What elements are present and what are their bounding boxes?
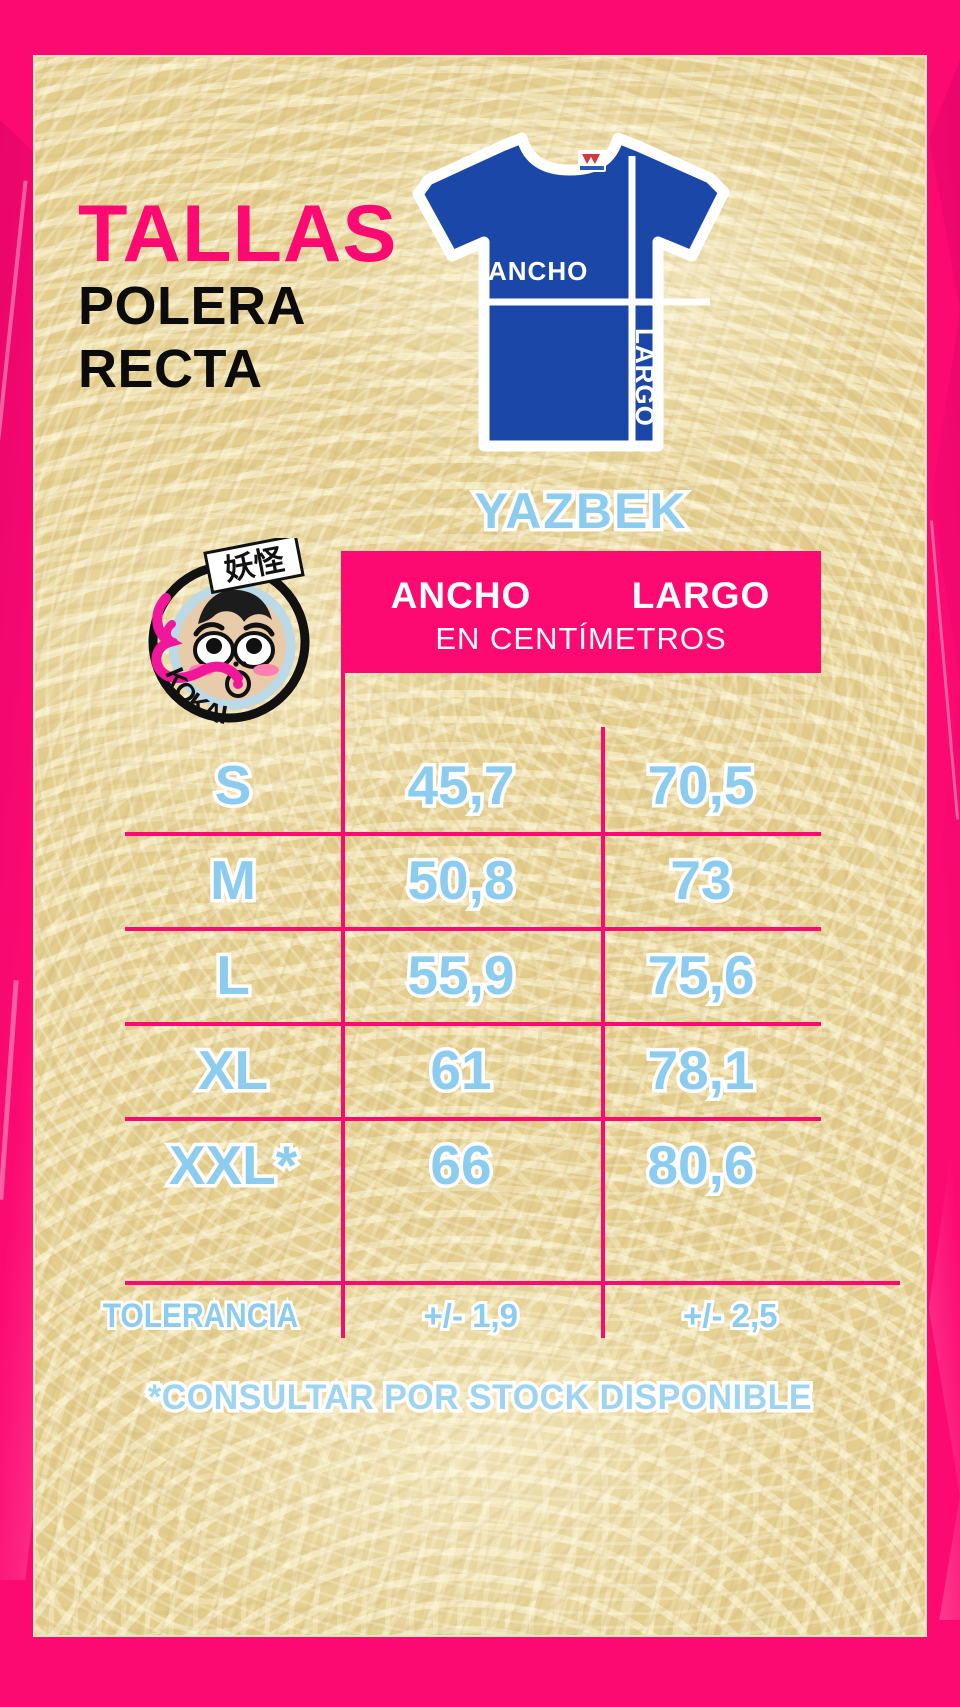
- tshirt-length-label: LARGO: [630, 328, 660, 427]
- page-subtitle-polera: POLERA: [78, 276, 307, 337]
- column-header-largo: LARGO: [631, 575, 771, 616]
- cell-size: M: [207, 845, 260, 914]
- tolerance-ancho: +/- 1,9: [421, 1294, 521, 1337]
- tolerance-largo: +/- 2,5: [680, 1294, 780, 1337]
- tolerance-label: TOLERANCIA: [100, 1294, 301, 1338]
- tshirt-label-line: [580, 166, 604, 170]
- column-divider-right: [601, 727, 605, 1338]
- cell-largo: 75,6: [644, 940, 758, 1009]
- cell-ancho: 61: [427, 1035, 495, 1104]
- logo-pupil-right: [246, 638, 262, 654]
- brand-name: YAZBEK: [471, 480, 689, 543]
- logo-nose-dot-a: [233, 661, 239, 667]
- table-row: L 55,9 75,6: [125, 927, 821, 1022]
- cell-ancho: 45,7: [404, 750, 518, 819]
- cell-ancho: 55,9: [404, 940, 518, 1009]
- table-header-row: ANCHO LARGO: [341, 575, 821, 617]
- tshirt-svg: [412, 132, 730, 452]
- stock-footnote: *CONSULTAR POR STOCK DISPONIBLE: [145, 1375, 815, 1421]
- logo-svg: 妖怪 KOKAI: [148, 538, 310, 730]
- table-row: XXL* 66 80,6: [125, 1117, 821, 1212]
- column-divider-left: [341, 551, 345, 1338]
- cell-ancho: 66: [427, 1130, 495, 1199]
- table-units-label: EN CENTÍMETROS: [435, 621, 727, 656]
- tshirt-body: [412, 132, 730, 452]
- page-subtitle-recta: RECTA: [78, 339, 263, 400]
- tolerance-row: TOLERANCIA +/- 1,9 +/- 2,5: [60, 1281, 900, 1351]
- table-row: XL 61 78,1: [125, 1022, 821, 1117]
- page-title-block: TALLAS POLERA RECTA: [78, 189, 398, 400]
- kokai-logo: 妖怪 KOKAI: [126, 538, 336, 738]
- page-title-tallas: TALLAS: [78, 189, 398, 279]
- cell-largo: 78,1: [644, 1035, 758, 1104]
- column-header-ancho: ANCHO: [390, 575, 532, 616]
- table-body: S 45,7 70,5 M 50,8 73 L 55,9 75,6 XL 61 …: [125, 737, 821, 1212]
- cell-largo: 70,5: [644, 750, 758, 819]
- cell-size: XXL*: [165, 1130, 300, 1199]
- cell-largo: 73: [667, 845, 735, 914]
- table-header: ANCHO LARGO EN CENTÍMETROS: [341, 551, 821, 673]
- table-row: S 45,7 70,5: [125, 737, 821, 832]
- cell-size: S: [211, 750, 255, 819]
- logo-blush-right: [253, 664, 279, 676]
- table-row: M 50,8 73: [125, 832, 821, 927]
- cell-size: L: [213, 940, 254, 1009]
- logo-nose-dot-b: [241, 661, 247, 667]
- tshirt-illustration: ANCHO LARGO: [410, 116, 730, 466]
- cell-ancho: 50,8: [404, 845, 518, 914]
- cell-largo: 80,6: [644, 1130, 758, 1199]
- logo-pupil-left: [206, 638, 222, 654]
- size-table: ANCHO LARGO EN CENTÍMETROS: [341, 551, 821, 673]
- cell-size: XL: [194, 1035, 271, 1104]
- logo-kanji-banner: 妖怪: [203, 538, 305, 595]
- tshirt-width-label: ANCHO: [488, 256, 589, 286]
